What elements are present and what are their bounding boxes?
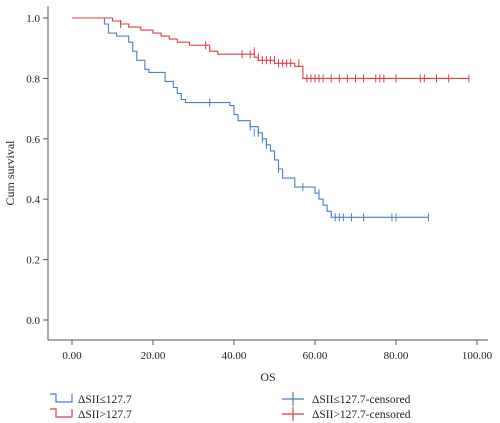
x-tick-label: 60.00 — [303, 350, 328, 362]
y-tick-label: 0.4 — [26, 194, 40, 206]
y-axis-title: Cum survival — [3, 140, 17, 206]
legend-label: ΔSII>127.7-censored — [312, 409, 411, 421]
plot-area — [72, 17, 470, 222]
legend-label: ΔSII≤127.7 — [78, 394, 132, 406]
x-tick-label: 20.00 — [141, 350, 166, 362]
legend: ΔSII≤127.7 ΔSII>127.7 ΔSII≤127.7-censored Δ… — [50, 392, 411, 421]
y-tick-label: 0.8 — [26, 73, 40, 85]
legend-swatch-line — [50, 393, 73, 403]
legend-label: ΔSII≤127.7-censored — [312, 394, 411, 406]
x-tick-label: 80.00 — [384, 350, 409, 362]
legend-item: ΔSII>127.7-censored — [282, 407, 411, 421]
x-axis-title: OS — [260, 370, 275, 384]
y-tick-label: 1.0 — [26, 13, 40, 25]
axes: 0.00 20.00 40.00 60.00 80.00 100.00 0.0 0.2 0.4 0… — [26, 6, 493, 362]
x-tick-label: 40.00 — [222, 350, 247, 362]
legend-swatch-line — [50, 408, 73, 418]
legend-item: ΔSII≤127.7-censored — [282, 392, 411, 406]
legend-label: ΔSII>127.7 — [78, 409, 132, 421]
legend-item: ΔSII≤127.7 — [50, 393, 132, 406]
y-tick-label: 0.2 — [26, 255, 40, 267]
survival-line-high — [72, 17, 469, 79]
x-tick-label: 100.00 — [462, 350, 493, 362]
x-tick-label: 0.00 — [62, 350, 82, 362]
survival-line-low — [72, 17, 429, 218]
y-tick-label: 0.0 — [26, 315, 40, 327]
y-tick-label: 0.6 — [26, 134, 40, 146]
legend-item: ΔSII>127.7 — [50, 408, 132, 421]
